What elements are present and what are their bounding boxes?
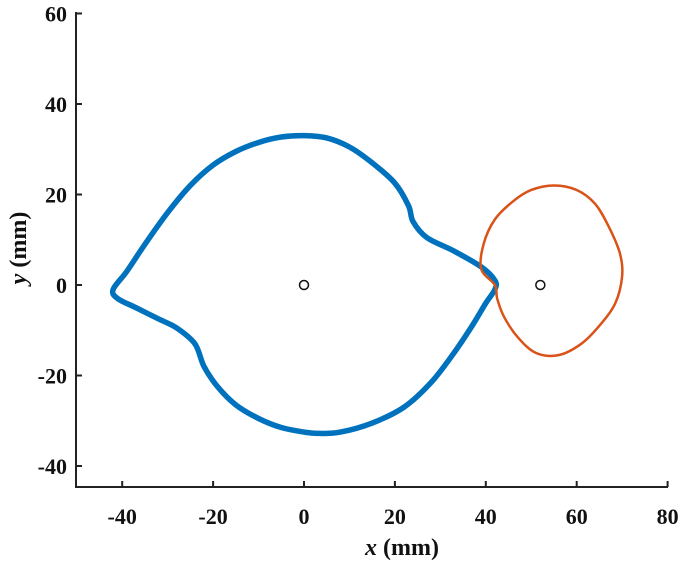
axes — [75, 12, 668, 488]
y-tick-label: 0 — [56, 273, 67, 298]
x-tick-label: 60 — [566, 504, 588, 529]
y-axis-title: y (mm) — [6, 212, 32, 288]
series-2-curve — [479, 184, 624, 358]
x-tick-label: 20 — [384, 504, 406, 529]
x-tick-label: -20 — [198, 504, 227, 529]
x-tick-label: -40 — [108, 504, 137, 529]
x-tick-label: 40 — [475, 504, 497, 529]
y-tick-label: 40 — [45, 92, 67, 117]
y-tick-label: 60 — [45, 2, 67, 27]
center-marker-1 — [298, 279, 310, 291]
center-markers — [298, 279, 546, 291]
y-ticks: -40 -20 0 20 40 60 — [38, 2, 82, 479]
x-tick-label: 80 — [657, 504, 679, 529]
x-ticks: -40 -20 0 20 40 60 80 — [108, 481, 679, 529]
plot-curves — [109, 132, 624, 437]
y-tick-label: -20 — [38, 364, 67, 389]
y-tick-label: 20 — [45, 183, 67, 208]
x-axis-title: x (mm) — [364, 535, 439, 561]
center-marker-2 — [535, 279, 546, 291]
x-tick-label: 0 — [299, 504, 310, 529]
y-tick-label: -40 — [38, 454, 67, 479]
series-1-curve — [109, 132, 500, 437]
